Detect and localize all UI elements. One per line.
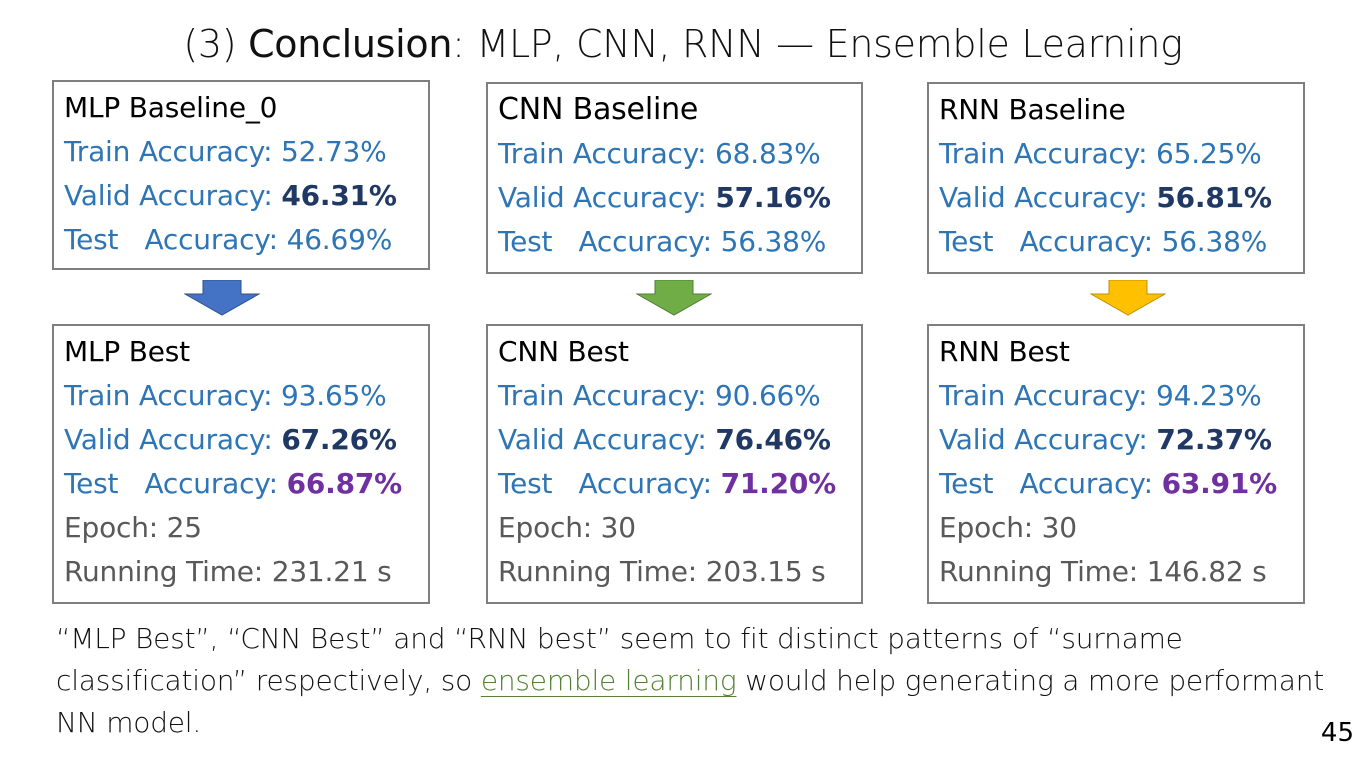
rnn-baseline-train: Train Accuracy: 65.25% — [939, 137, 1262, 170]
title-bold: Conclusion — [248, 22, 453, 66]
conclusion-part1: “MLP Best”, “CNN Best” and “RNN best” se… — [56, 622, 1183, 697]
cnn-best-test: Test Accuracy: 71.20% — [498, 467, 836, 500]
mlp-baseline-test: Test Accuracy: 46.69% — [64, 223, 393, 256]
rnn-baseline-test: Test Accuracy: 56.38% — [939, 225, 1268, 258]
rnn-best-running-time: Running Time: 146.82 s — [939, 555, 1267, 588]
mlp-best-train: Train Accuracy: 93.65% — [64, 379, 387, 412]
mlp-baseline-train: Train Accuracy: 52.73% — [64, 135, 387, 168]
cnn-best-title: CNN Best — [498, 335, 629, 368]
mlp-down-arrow-icon — [184, 280, 260, 316]
mlp-baseline-box: MLP Baseline_0 Train Accuracy: 52.73% Va… — [52, 80, 430, 270]
mlp-best-epoch: Epoch: 25 — [64, 511, 202, 544]
rnn-best-epoch: Epoch: 30 — [939, 511, 1077, 544]
cnn-best-box: CNN Best Train Accuracy: 90.66% Valid Ac… — [486, 324, 863, 604]
cnn-baseline-box: CNN Baseline Train Accuracy: 68.83% Vali… — [486, 82, 863, 274]
title-prefix: (3) — [183, 22, 249, 66]
slide-title: (3) Conclusion: MLP, CNN, RNN — Ensemble… — [0, 22, 1366, 66]
rnn-best-train: Train Accuracy: 94.23% — [939, 379, 1262, 412]
title-rest: : MLP, CNN, RNN — Ensemble Learning — [452, 22, 1183, 66]
cnn-best-train: Train Accuracy: 90.66% — [498, 379, 821, 412]
cnn-baseline-test: Test Accuracy: 56.38% — [498, 225, 827, 258]
cnn-baseline-title: CNN Baseline — [498, 92, 699, 127]
page-number: 45 — [1320, 718, 1354, 748]
mlp-best-test: Test Accuracy: 66.87% — [64, 467, 402, 500]
rnn-best-test: Test Accuracy: 63.91% — [939, 467, 1277, 500]
mlp-baseline-valid: Valid Accuracy: 46.31% — [64, 179, 397, 212]
rnn-baseline-title: RNN Baseline — [939, 93, 1126, 126]
rnn-best-title: RNN Best — [939, 335, 1070, 368]
rnn-down-arrow-icon — [1090, 280, 1166, 316]
ensemble-learning-link[interactable]: ensemble learning — [480, 664, 737, 697]
mlp-baseline-title: MLP Baseline_0 — [64, 91, 278, 124]
rnn-baseline-box: RNN Baseline Train Accuracy: 65.25% Vali… — [927, 82, 1305, 274]
cnn-best-valid: Valid Accuracy: 76.46% — [498, 423, 831, 456]
cnn-baseline-valid: Valid Accuracy: 57.16% — [498, 181, 831, 214]
conclusion-text: “MLP Best”, “CNN Best” and “RNN best” se… — [56, 618, 1336, 744]
rnn-baseline-valid: Valid Accuracy: 56.81% — [939, 181, 1272, 214]
mlp-best-box: MLP Best Train Accuracy: 93.65% Valid Ac… — [52, 324, 430, 604]
rnn-best-valid: Valid Accuracy: 72.37% — [939, 423, 1272, 456]
mlp-best-valid: Valid Accuracy: 67.26% — [64, 423, 397, 456]
cnn-best-running-time: Running Time: 203.15 s — [498, 555, 826, 588]
cnn-down-arrow-icon — [636, 280, 712, 316]
cnn-baseline-train: Train Accuracy: 68.83% — [498, 137, 821, 170]
mlp-best-running-time: Running Time: 231.21 s — [64, 555, 392, 588]
rnn-best-box: RNN Best Train Accuracy: 94.23% Valid Ac… — [927, 324, 1305, 604]
mlp-best-title: MLP Best — [64, 335, 190, 368]
conclusion-part2: would help generating a more performant … — [56, 664, 1325, 739]
cnn-best-epoch: Epoch: 30 — [498, 511, 636, 544]
